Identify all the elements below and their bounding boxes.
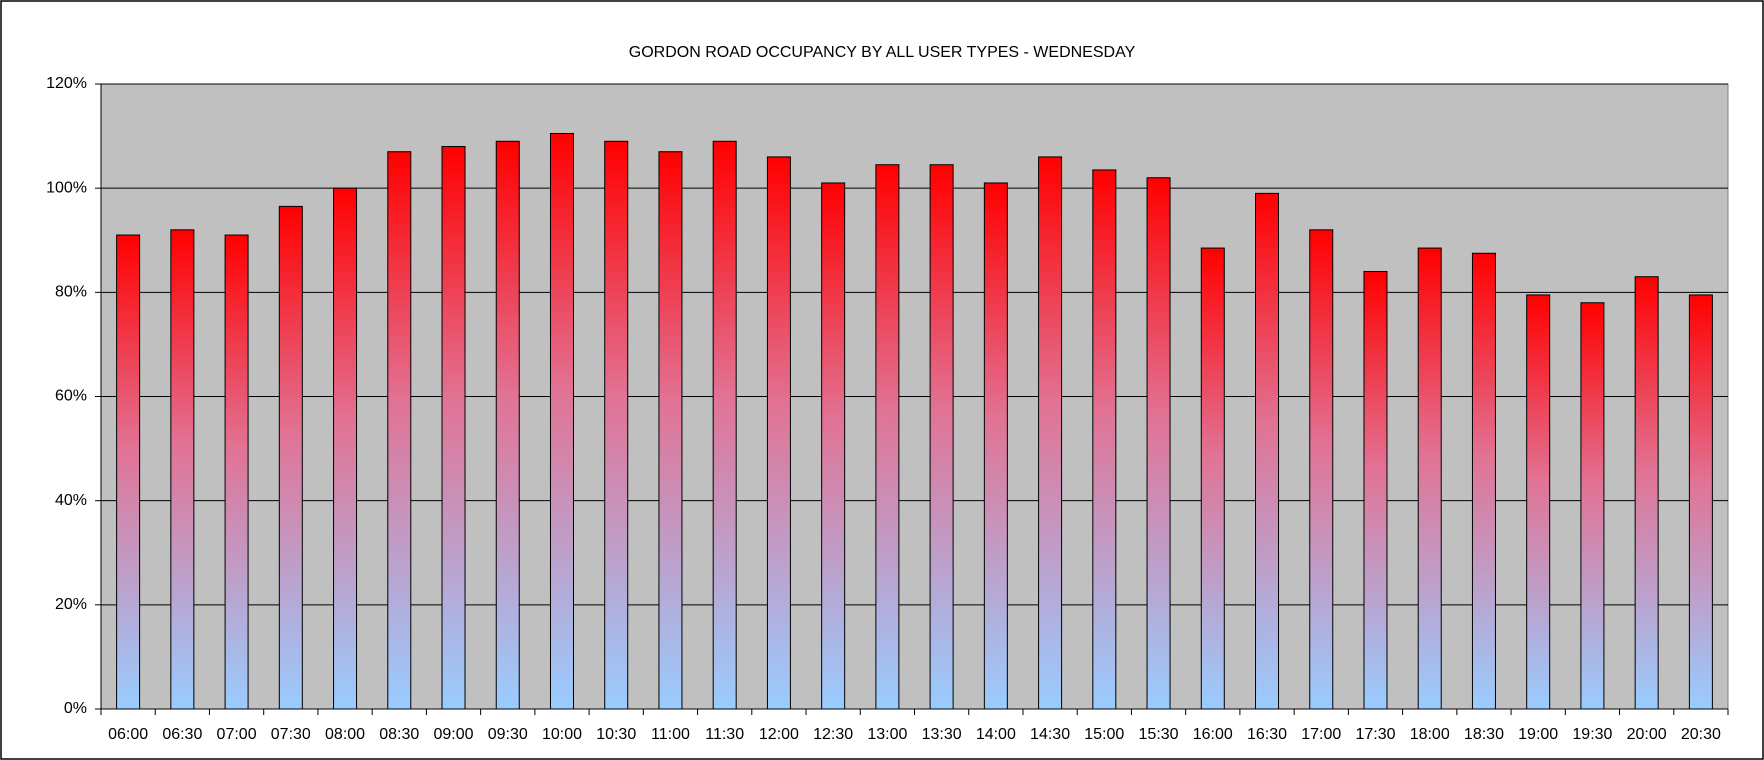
- x-tick-label: 15:30: [1139, 726, 1179, 743]
- x-tick-label: 18:00: [1410, 726, 1450, 743]
- y-tick-label: 60%: [55, 388, 87, 405]
- y-tick-label: 120%: [46, 75, 87, 92]
- bar: [1255, 192, 1280, 710]
- x-tick-label: 16:00: [1193, 726, 1233, 743]
- bar: [387, 151, 412, 710]
- bar: [224, 234, 249, 710]
- y-tick-label: 40%: [55, 492, 87, 509]
- x-tick-label: 09:30: [488, 726, 528, 743]
- x-tick-label: 07:00: [217, 726, 257, 743]
- bar: [1146, 177, 1171, 710]
- bar: [495, 140, 520, 710]
- bar: [1580, 302, 1605, 710]
- x-tick-label: 16:30: [1247, 726, 1287, 743]
- bar: [278, 205, 303, 710]
- bar: [712, 140, 737, 710]
- bar: [929, 164, 954, 710]
- bar: [170, 229, 195, 710]
- y-tick-label: 20%: [55, 596, 87, 613]
- bar: [1363, 271, 1388, 710]
- x-tick-label: 19:30: [1572, 726, 1612, 743]
- x-tick-label: 13:00: [867, 726, 907, 743]
- x-tick-label: 06:00: [108, 726, 148, 743]
- x-tick-label: 11:30: [705, 726, 744, 743]
- x-tick-label: 06:30: [162, 726, 202, 743]
- x-tick-label: 09:00: [433, 726, 473, 743]
- bar: [333, 187, 358, 710]
- x-tick-label: 07:30: [271, 726, 311, 743]
- x-tick-label: 20:00: [1627, 726, 1667, 743]
- chart-title: GORDON ROAD OCCUPANCY BY ALL USER TYPES …: [629, 44, 1136, 61]
- bar: [1092, 169, 1117, 710]
- bar: [821, 182, 846, 710]
- bar: [875, 164, 900, 710]
- bar: [1309, 229, 1334, 710]
- bar: [1038, 156, 1063, 710]
- bar: [1634, 276, 1659, 710]
- x-tick-label: 10:00: [542, 726, 582, 743]
- bar: [766, 156, 791, 710]
- x-tick-label: 20:30: [1681, 726, 1721, 743]
- x-tick-label: 12:30: [813, 726, 853, 743]
- x-tick-label: 14:30: [1030, 726, 1070, 743]
- x-tick-label: 17:30: [1355, 726, 1395, 743]
- bar: [441, 146, 466, 710]
- x-tick-label: 15:00: [1084, 726, 1124, 743]
- x-tick-label: 13:30: [922, 726, 962, 743]
- bar: [1200, 247, 1225, 710]
- x-tick-label: 17:00: [1301, 726, 1341, 743]
- bar: [604, 140, 629, 710]
- bar: [1417, 247, 1442, 710]
- y-tick-label: 80%: [55, 284, 87, 301]
- y-tick-label: 100%: [46, 179, 87, 196]
- bar: [1526, 294, 1551, 710]
- x-tick-label: 10:30: [596, 726, 636, 743]
- x-tick-label: 11:00: [651, 726, 690, 743]
- bar: [1471, 252, 1496, 710]
- x-tick-label: 08:00: [325, 726, 365, 743]
- bar: [658, 151, 683, 710]
- x-tick-label: 18:30: [1464, 726, 1504, 743]
- bar: [549, 132, 574, 710]
- x-tick-label: 12:00: [759, 726, 799, 743]
- y-tick-label: 0%: [64, 700, 87, 717]
- bar: [1688, 294, 1713, 710]
- bar: [116, 234, 141, 710]
- x-tick-label: 14:00: [976, 726, 1016, 743]
- bar: [983, 182, 1008, 710]
- x-tick-label: 08:30: [379, 726, 419, 743]
- x-tick-label: 19:00: [1518, 726, 1558, 743]
